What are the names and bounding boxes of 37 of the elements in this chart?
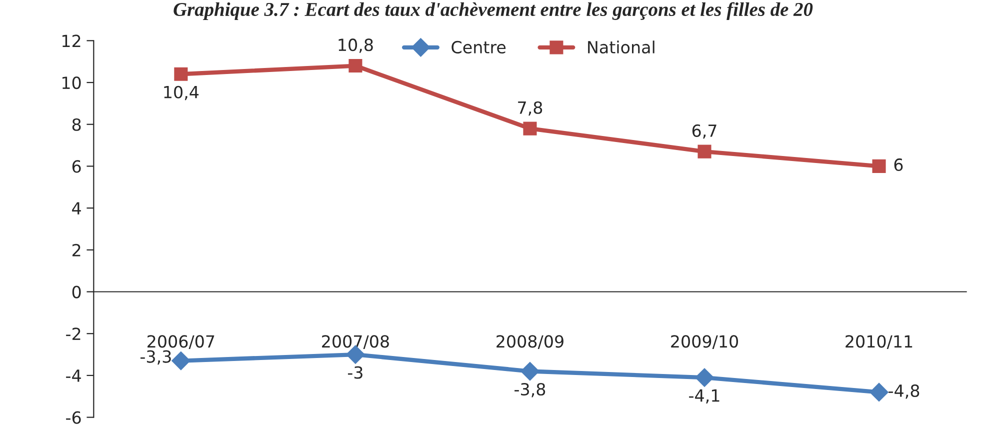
point [172, 351, 190, 370]
x-tick-label: 2007/08 [322, 335, 389, 350]
y-tick-label: -6 [66, 411, 81, 424]
data-label: 7,8 [518, 101, 542, 116]
chart-title: Graphique 3.7 : Ecart des taux d'achèvement entre les garçons et les filles de 20 [174, 2, 813, 20]
legend-label: National [588, 40, 654, 54]
point [523, 122, 537, 136]
x-tick-label: 2008/09 [496, 335, 564, 350]
y-tick-label: 2 [72, 244, 80, 256]
y-tick-label: -2 [66, 328, 80, 340]
y-tick-label: 8 [72, 118, 81, 131]
x-tick-label: 2009/10 [671, 335, 738, 350]
data-label: 10,8 [338, 38, 373, 53]
point [870, 382, 888, 402]
point [348, 59, 362, 73]
y-tick-label: 6 [72, 160, 81, 173]
data-label: 10,4 [164, 86, 199, 100]
x-tick-label: 2006/07 [148, 335, 214, 350]
y-tick-label: 12 [62, 34, 80, 47]
point [695, 368, 714, 387]
y-tick-label: 0 [72, 286, 81, 298]
point [698, 144, 712, 158]
data-label: -4,8 [888, 384, 920, 399]
legend-label: Centre [452, 40, 506, 54]
point [174, 67, 188, 81]
data-label: -3,3 [140, 350, 171, 365]
data-label: -3,8 [514, 382, 546, 398]
data-label: -4,1 [689, 389, 720, 404]
data-label: 6 [894, 158, 903, 172]
point [872, 159, 886, 173]
x-tick-label: 2010/11 [846, 335, 912, 350]
data-label: -3 [348, 366, 362, 379]
point [520, 362, 540, 381]
y-tick-label: 4 [72, 202, 81, 214]
y-tick-label: 10 [62, 76, 81, 90]
y-tick-label: -4 [66, 370, 81, 382]
data-label: 6,7 [692, 124, 716, 139]
